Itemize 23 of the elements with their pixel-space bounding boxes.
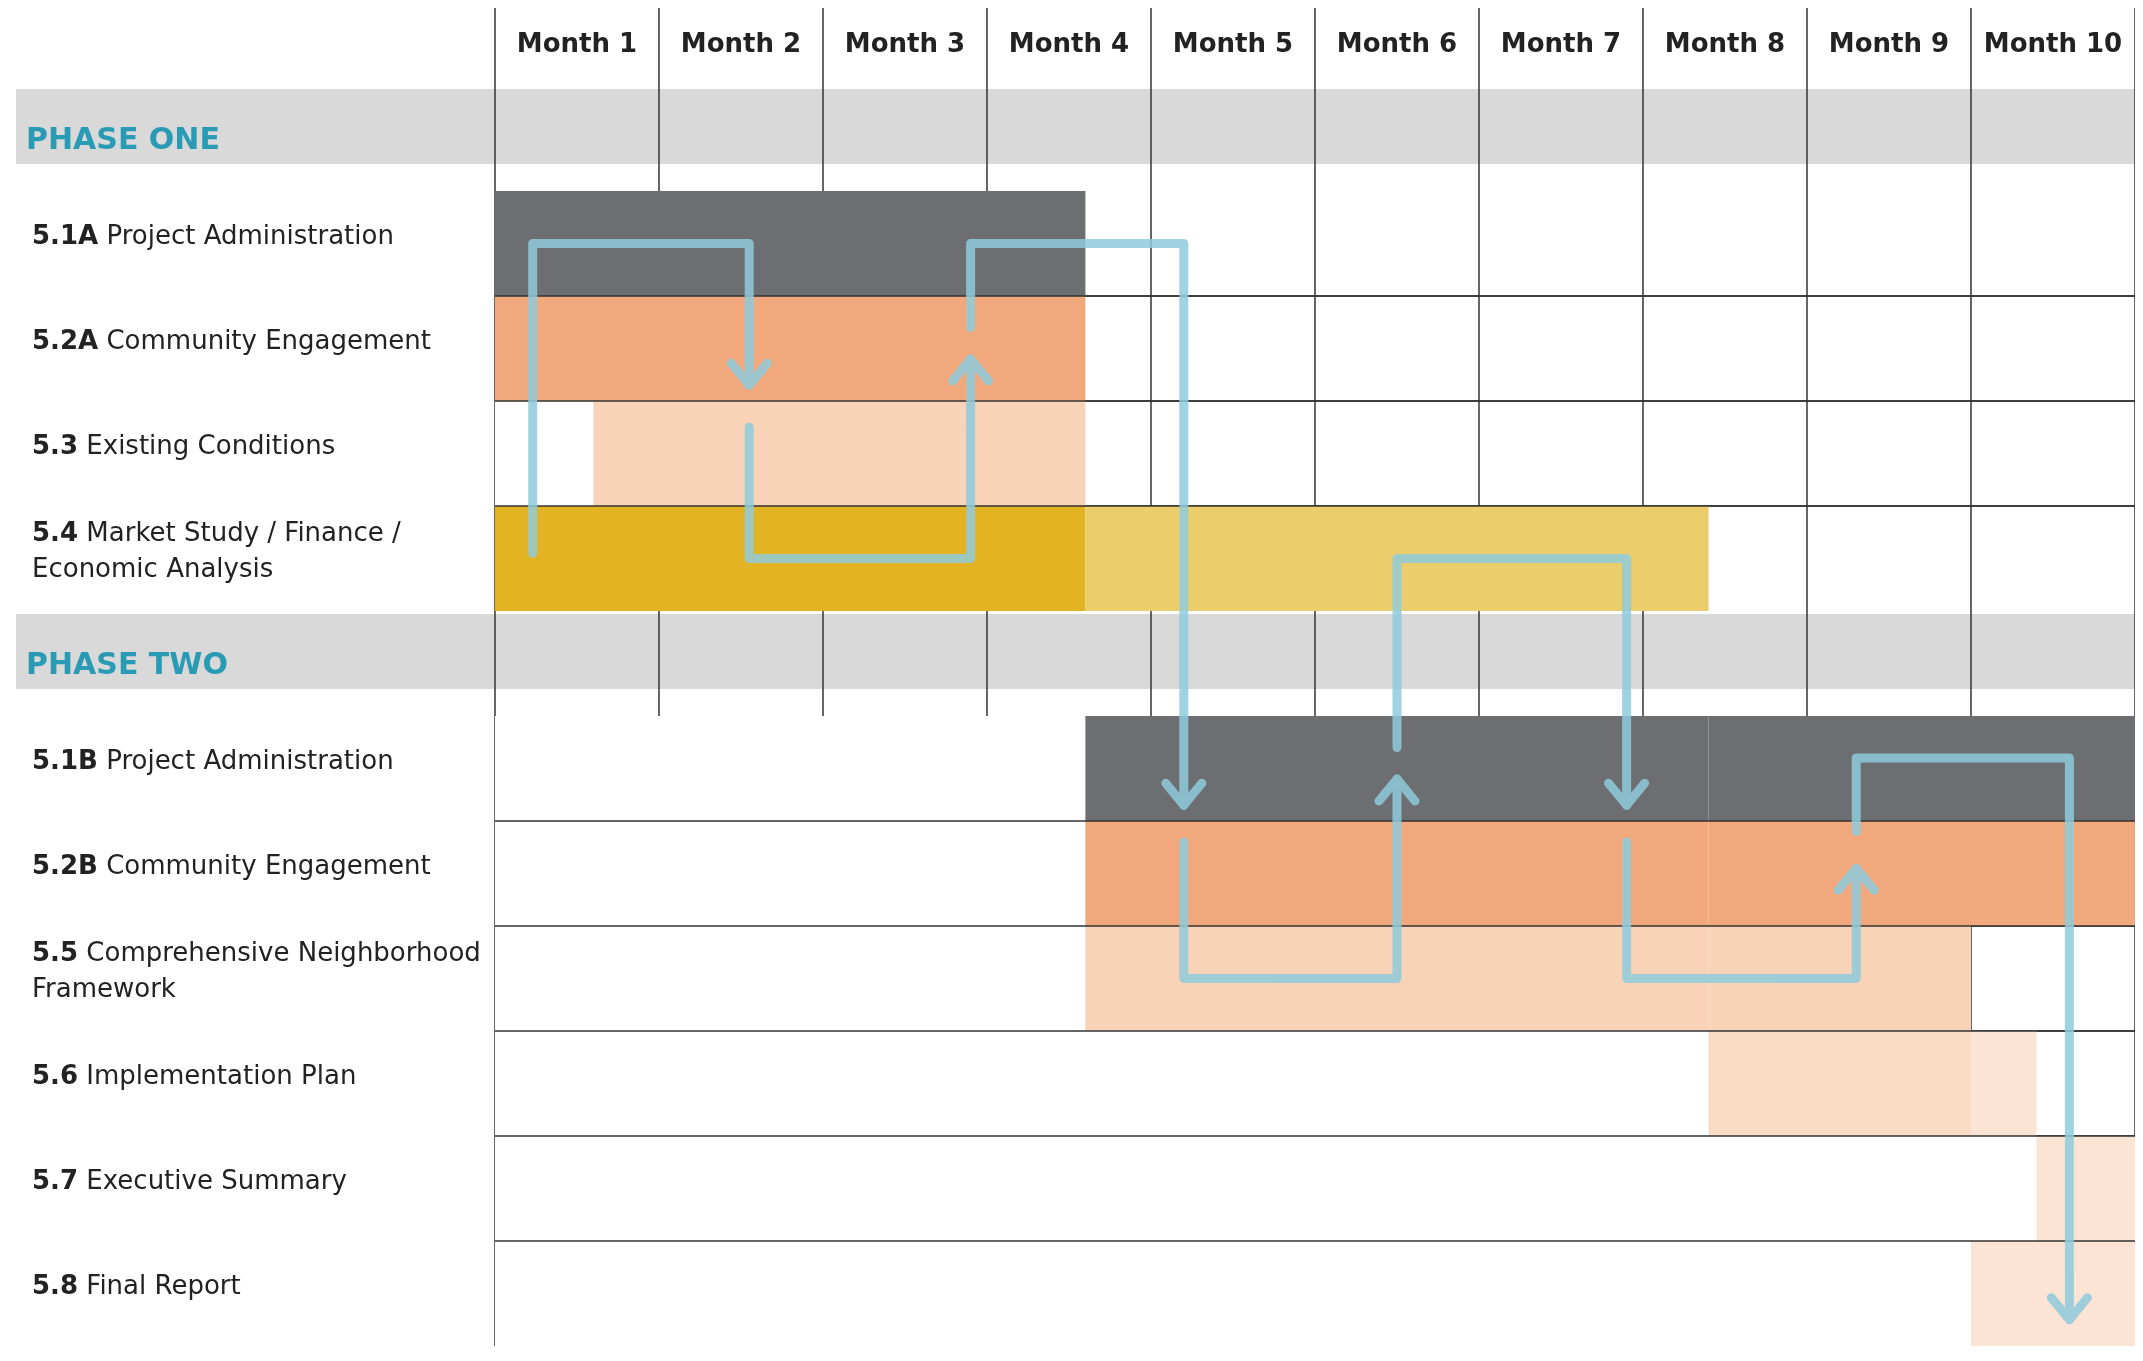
y-tick-label: PHASE ONE [26,120,220,156]
annotation: Month 3 [844,28,966,58]
y-tick-label: 5.4 Market Study / Finance / Economic Analysis [32,516,402,583]
y-tick-label: 5.7 Executive Summary [32,1164,347,1195]
annotation: Month 5 [1172,28,1294,58]
y-tick-label: 5.6 Implementation Plan [32,1059,357,1090]
y-tick-label: 5.5 Comprehensive Neighborhood Framework [32,936,481,1003]
y-tick-label: 5.1B Project Administration [32,744,394,775]
y-tick-label: 5.2B Community Engagement [32,849,431,880]
annotation: Month 6 [1336,28,1458,58]
annotation: Month 9 [1828,28,1950,58]
annotation: Month 7 [1500,28,1622,58]
y-tick-label: PHASE TWO [26,645,228,681]
y-tick-label: 5.2A Community Engagement [32,324,432,355]
annotation: Month 10 [1983,28,2123,58]
y-tick-label: 5.8 Final Report [32,1269,241,1300]
annotation: Month 2 [680,28,802,58]
y-tick-label: 5.3 Existing Conditions [32,429,336,460]
annotation: Month 1 [516,28,638,58]
annotation: Month 4 [1008,28,1130,58]
y-tick-label: 5.1A Project Administration [32,219,394,250]
annotation: Month 8 [1664,28,1786,58]
bar [1708,1031,1971,1136]
